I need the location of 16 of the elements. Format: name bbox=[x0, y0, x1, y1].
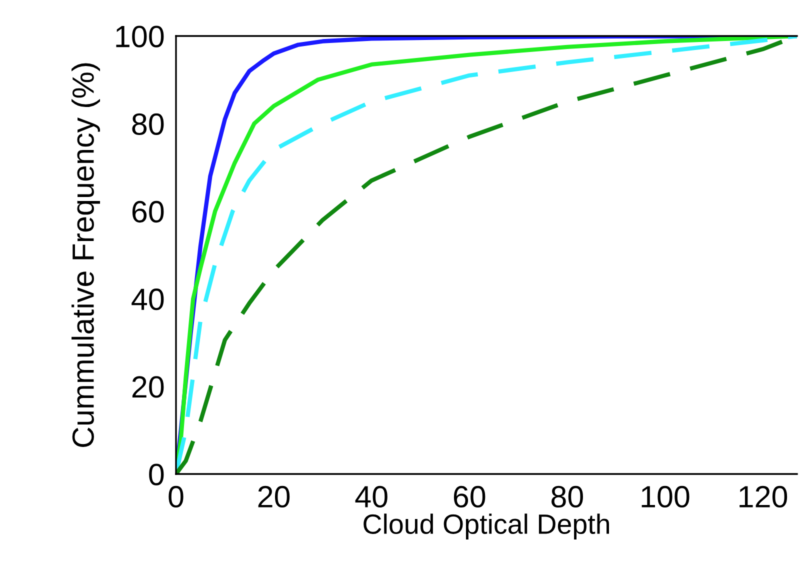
y-tick-label: 20 bbox=[132, 376, 164, 398]
x-tick-label: 100 bbox=[642, 486, 690, 508]
y-tick-label: 40 bbox=[132, 288, 164, 310]
x-tick-label: 40 bbox=[355, 486, 388, 508]
x-tick-label: 20 bbox=[258, 486, 290, 508]
x-tick-label: 120 bbox=[740, 486, 788, 508]
x-tick-label: 60 bbox=[454, 486, 486, 508]
x-tick-label: 80 bbox=[552, 486, 583, 508]
y-tick-label: 100 bbox=[116, 26, 164, 48]
x-tick-label: 0 bbox=[168, 486, 184, 508]
y-tick-label: 80 bbox=[132, 113, 164, 135]
line-series bbox=[176, 36, 797, 474]
y-tick-label: 0 bbox=[149, 464, 164, 486]
y-tick-label: 60 bbox=[132, 200, 164, 223]
y-axis-title: Cummulative Frequency (%) bbox=[72, 63, 100, 448]
x-axis-title: Cloud Optical Depth bbox=[364, 514, 609, 540]
